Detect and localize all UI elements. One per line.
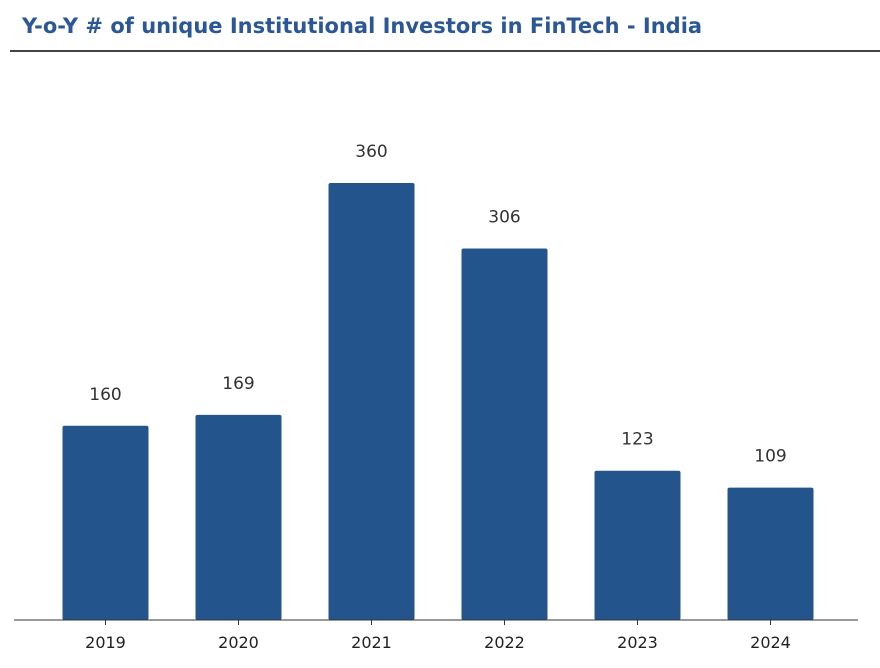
x-axis-ticks-group: 2019 2020 2021 2022 2023 2024 — [85, 620, 791, 652]
data-label-2021: 360 — [355, 142, 387, 162]
bar-2019 — [62, 425, 149, 620]
data-label-2019: 160 — [89, 385, 121, 405]
x-tick-label-2019: 2019 — [85, 633, 126, 652]
data-label-2024: 109 — [754, 447, 786, 467]
data-label-2022: 306 — [488, 208, 520, 228]
data-label-2023: 123 — [621, 430, 653, 450]
chart-title: Y-o-Y # of unique Institutional Investor… — [22, 14, 703, 38]
bar-2022 — [461, 248, 548, 621]
x-tick-label-2023: 2023 — [617, 633, 658, 652]
x-tick-label-2020: 2020 — [218, 633, 259, 652]
x-tick-label-2022: 2022 — [484, 633, 525, 652]
bar-2020 — [195, 414, 282, 620]
data-labels-group: 160 169 360 306 123 109 — [88, 141, 788, 469]
x-tick-label-2021: 2021 — [351, 633, 392, 652]
bars-group — [62, 183, 814, 621]
bar-2021 — [328, 183, 415, 620]
bar-2023 — [594, 470, 681, 620]
title-divider — [10, 50, 880, 52]
x-tick-label-2024: 2024 — [750, 633, 791, 652]
bar-2024 — [727, 487, 814, 620]
data-label-2020: 169 — [222, 374, 254, 394]
